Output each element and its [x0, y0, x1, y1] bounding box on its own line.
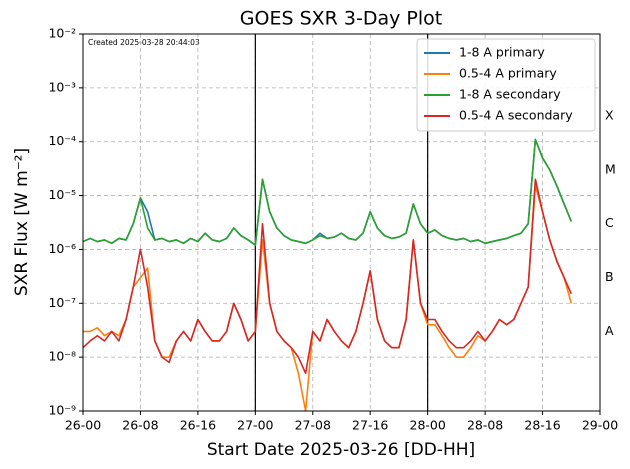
- series-line: [83, 185, 573, 412]
- flare-class-label: M: [605, 161, 616, 176]
- y-axis-label: SXR Flux [W m⁻²]: [12, 148, 32, 296]
- x-tick-label: 27-00: [237, 418, 273, 433]
- y-tick-label: 10⁻⁴: [48, 133, 76, 148]
- series-line: [82, 178, 573, 375]
- y-tick-label: 10⁻⁶: [48, 241, 76, 256]
- x-axis-label: Start Date 2025-03-26 [DD-HH]: [207, 440, 475, 460]
- y-tick-label: 10⁻⁹: [48, 403, 76, 418]
- x-tick-label: 26-00: [65, 418, 101, 433]
- series-line: [82, 138, 573, 246]
- plot-frame: [82, 33, 601, 412]
- x-tick-label: 28-00: [410, 418, 446, 433]
- y-tick-label: 10⁻³: [48, 79, 76, 94]
- annotation: Created 2025-03-28 20:44:03: [88, 38, 200, 47]
- x-tick-label: 27-08: [295, 418, 331, 433]
- flare-class-label: X: [605, 108, 614, 123]
- legend-label: 0.5-4 A primary: [459, 66, 557, 81]
- x-tick-label: 28-08: [467, 418, 503, 433]
- y-tick-label: 10⁻²: [48, 26, 76, 41]
- legend-label: 1-8 A primary: [459, 45, 545, 60]
- series-line: [82, 138, 573, 246]
- y-tick-label: 10⁻⁷: [48, 295, 76, 310]
- y-tick-label: 10⁻⁸: [48, 349, 76, 364]
- x-tick-label: 28-16: [524, 418, 560, 433]
- legend-label: 1-8 A secondary: [459, 87, 561, 102]
- x-tick-label: 26-08: [122, 418, 158, 433]
- flare-class-label: C: [605, 215, 614, 230]
- legend-label: 0.5-4 A secondary: [459, 108, 573, 123]
- x-tick-label: 27-16: [352, 418, 388, 433]
- y-tick-label: 10⁻⁵: [48, 187, 76, 202]
- flare-class-label: B: [605, 269, 614, 284]
- chart-title: GOES SXR 3-Day Plot: [240, 8, 442, 30]
- x-tick-label: 26-16: [180, 418, 216, 433]
- x-tick-label: 29-00: [582, 418, 618, 433]
- flare-class-label: A: [605, 323, 614, 338]
- legend-box: [416, 38, 596, 132]
